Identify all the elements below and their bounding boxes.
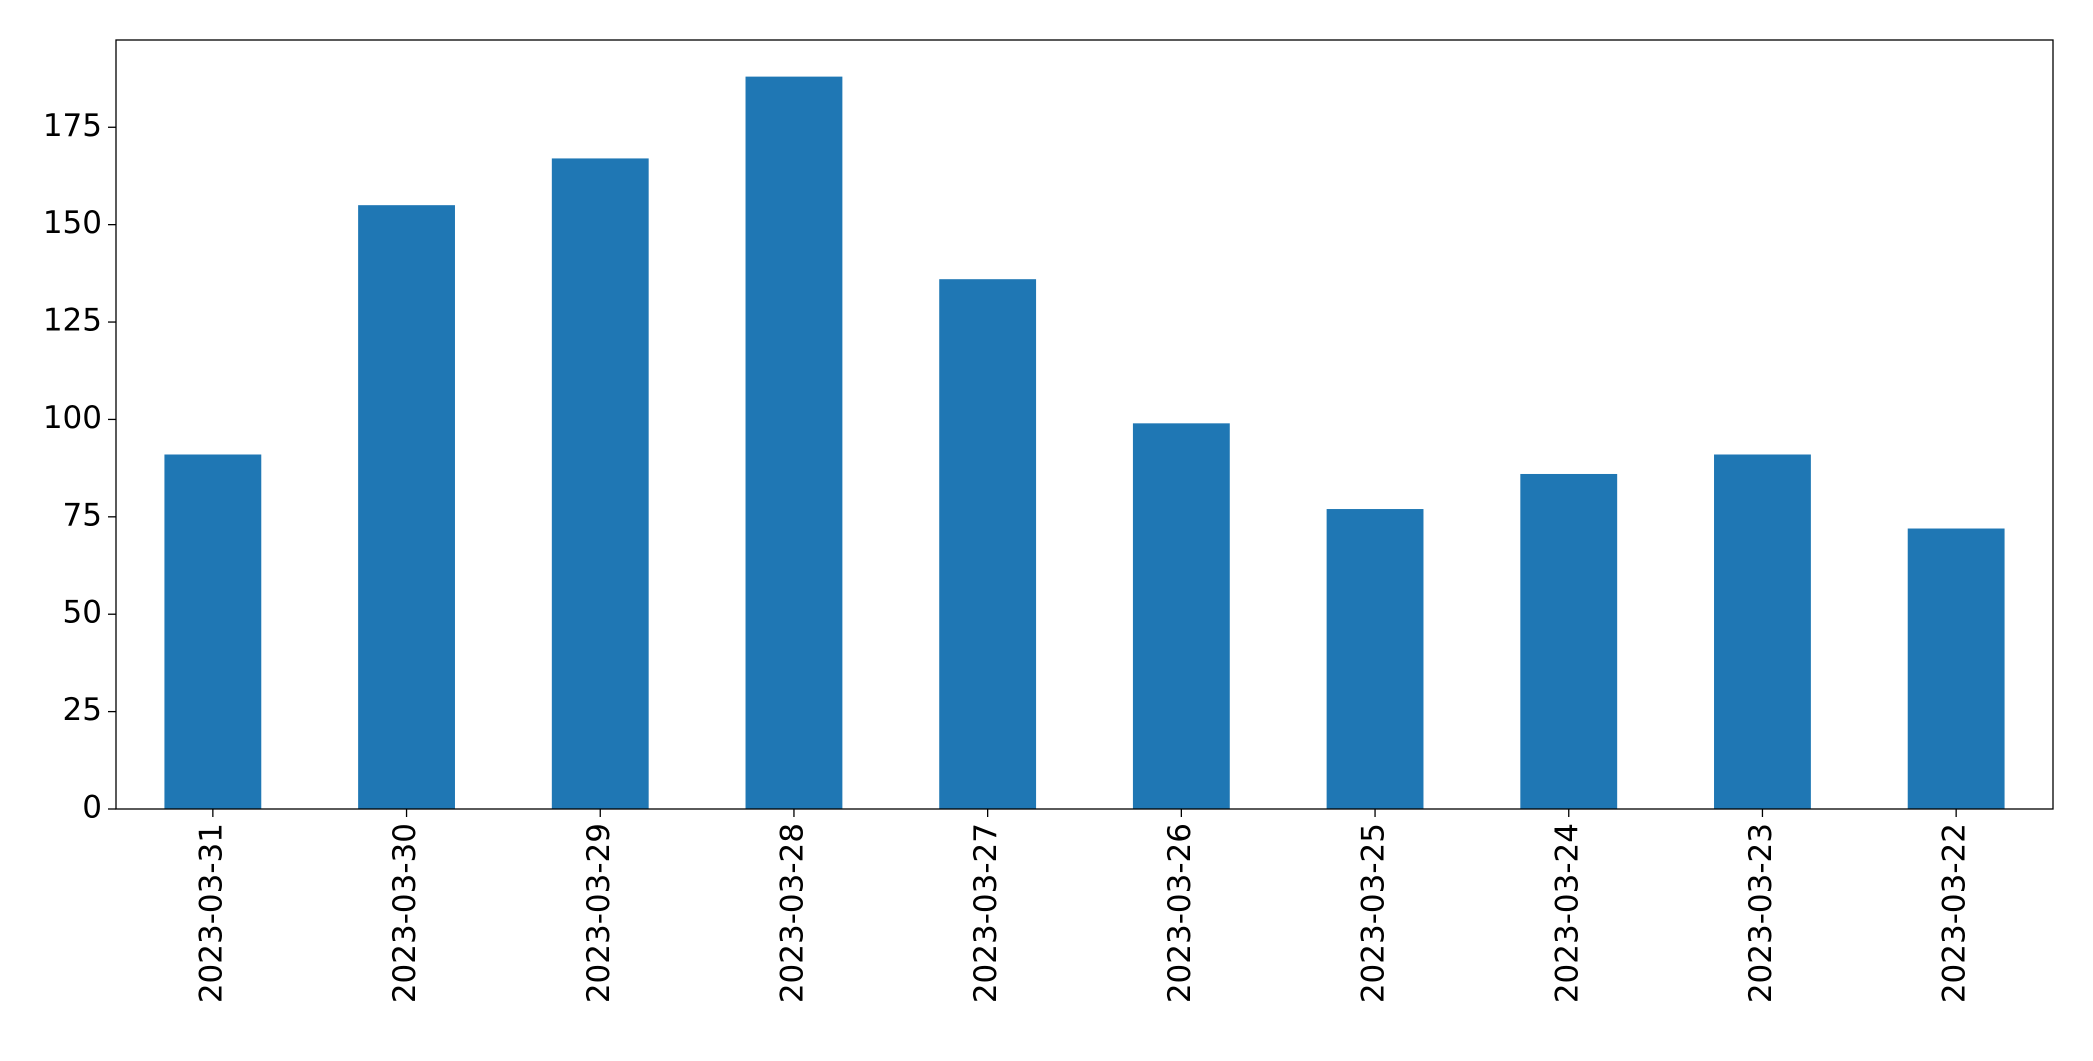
x-tick-label: 2023-03-22: [1937, 823, 1973, 1003]
bar: [1714, 454, 1811, 809]
x-tick-label: 2023-03-25: [1356, 823, 1392, 1003]
x-tick-label: 2023-03-31: [193, 823, 229, 1003]
y-tick-label: 50: [63, 595, 102, 631]
y-tick-label: 175: [43, 108, 102, 144]
bar: [358, 205, 455, 809]
bar: [939, 279, 1037, 809]
y-tick-label: 150: [43, 205, 102, 241]
x-tick-label: 2023-03-23: [1743, 823, 1779, 1003]
bar: [745, 76, 843, 810]
bar: [551, 158, 649, 809]
x-tick-label: 2023-03-30: [387, 823, 423, 1003]
x-tick-label: 2023-03-27: [968, 823, 1004, 1003]
y-tick-label: 125: [43, 303, 102, 339]
bar: [1907, 528, 2005, 809]
bar: [1520, 473, 1618, 809]
y-tick-label: 100: [43, 400, 102, 436]
bar: [1326, 509, 1424, 809]
y-tick-label: 75: [63, 497, 102, 533]
bar: [1132, 423, 1230, 809]
x-tick-label: 2023-03-26: [1162, 823, 1198, 1003]
x-tick-label: 2023-03-28: [774, 823, 810, 1003]
plot-frame: [115, 39, 2054, 810]
x-tick-label: 2023-03-24: [1549, 823, 1585, 1003]
y-tick-label: 0: [82, 790, 102, 826]
bar: [164, 454, 262, 809]
y-tick-label: 25: [63, 692, 102, 728]
x-tick-label: 2023-03-29: [581, 823, 617, 1003]
